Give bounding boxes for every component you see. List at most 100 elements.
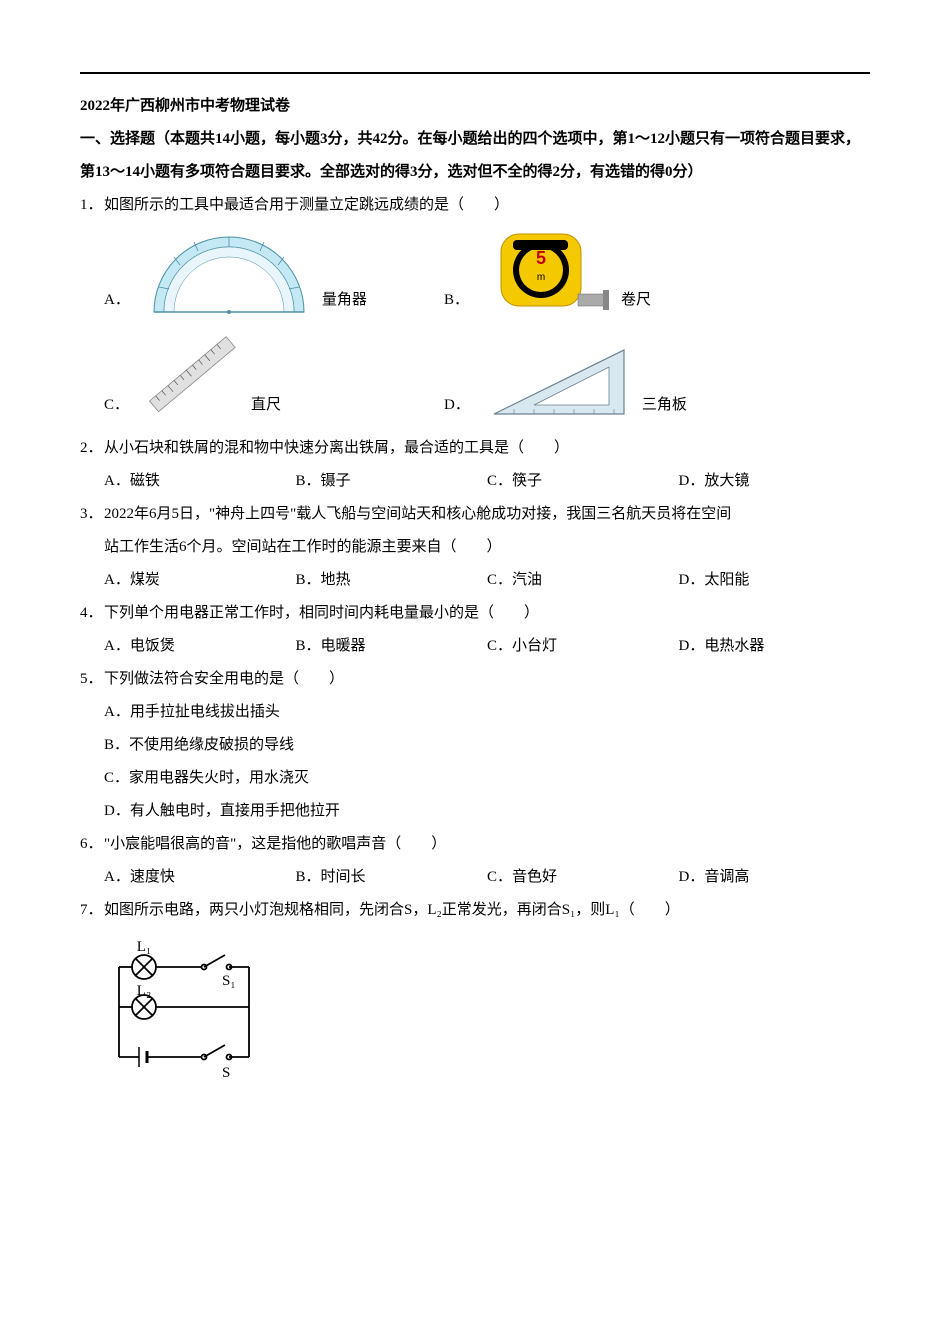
q5-b-label: B． (104, 737, 129, 753)
q1-option-c: C． (104, 327, 444, 422)
q3-text-line2: 站工作生活6个月。空间站在工作时的能源主要来自（ ） (104, 531, 870, 564)
q2-text: 从小石块和铁屑的混和物中快速分离出铁屑，最合适的工具是（ ） (104, 432, 870, 465)
q4-option-c: C．小台灯 (487, 630, 679, 663)
set-square-icon (484, 342, 634, 422)
q4-number: 4． (80, 597, 104, 630)
label-l2: L₂ (137, 983, 151, 999)
q5-b-text: 不使用绝缘皮破损的导线 (129, 737, 294, 753)
q6-a-text: 速度快 (130, 861, 175, 894)
q1-option-a: A． 量角器 (104, 222, 444, 317)
q6-option-a: A．速度快 (104, 861, 296, 894)
q3-c-label: C． (487, 564, 512, 597)
circuit-diagram-icon: L₁ L₂ S₁ S (104, 937, 870, 1100)
q7-text: 如图所示电路，两只小灯泡规格相同，先闭合S，L₂正常发光，再闭合S₁，则L₁（ … (104, 894, 870, 927)
q2-option-b: B．镊子 (296, 465, 488, 498)
q4-options: A．电饭煲 B．电暖器 C．小台灯 D．电热水器 (104, 630, 870, 663)
q4-b-text: 电暖器 (321, 630, 366, 663)
q4-d-label: D． (679, 630, 705, 663)
q2-d-text: 放大镜 (704, 465, 749, 498)
q6-d-text: 音调高 (704, 861, 749, 894)
q3-option-d: D．太阳能 (679, 564, 871, 597)
q1-d-name: 三角板 (642, 389, 687, 422)
question-6: 6． "小宸能唱很高的音"，这是指他的歌唱声音（ ） (80, 828, 870, 861)
q3-d-text: 太阳能 (704, 564, 749, 597)
q3-a-label: A． (104, 564, 130, 597)
q7-number: 7． (80, 894, 104, 927)
q6-option-d: D．音调高 (679, 861, 871, 894)
q4-option-b: B．电暖器 (296, 630, 488, 663)
q6-option-b: B．时间长 (296, 861, 488, 894)
q4-option-a: A．电饭煲 (104, 630, 296, 663)
q2-a-text: 磁铁 (130, 465, 160, 498)
q6-c-label: C． (487, 861, 512, 894)
question-7: 7． 如图所示电路，两只小灯泡规格相同，先闭合S，L₂正常发光，再闭合S₁，则L… (80, 894, 870, 927)
ruler-icon (143, 327, 243, 422)
q2-options: A．磁铁 B．镊子 C．筷子 D．放大镜 (104, 465, 870, 498)
q1-d-label: D． (444, 389, 470, 422)
q3-c-text: 汽油 (512, 564, 542, 597)
q1-option-d: D． 三角板 (444, 327, 784, 422)
q3-a-text: 煤炭 (130, 564, 160, 597)
question-3: 3． 2022年6月5日，"神舟上四号"载人飞船与空间站天和核心舱成功对接，我国… (80, 498, 870, 531)
q5-option-d: D．有人触电时，直接用手把他拉开 (104, 795, 870, 828)
q6-c-text: 音色好 (512, 861, 557, 894)
q1-c-label: C． (104, 389, 129, 422)
q1-text: 如图所示的工具中最适合用于测量立定跳远成绩的是（ ） (104, 189, 870, 222)
q3-b-label: B． (296, 564, 321, 597)
q6-option-c: C．音色好 (487, 861, 679, 894)
q6-b-label: B． (296, 861, 321, 894)
top-rule (80, 72, 870, 74)
q2-option-c: C．筷子 (487, 465, 679, 498)
label-s: S (222, 1065, 230, 1081)
q2-a-label: A． (104, 465, 130, 498)
tape-measure-icon: 5 m (483, 222, 613, 317)
protractor-icon (144, 227, 314, 317)
q3-options: A．煤炭 B．地热 C．汽油 D．太阳能 (104, 564, 870, 597)
q1-option-b: B． 5 m 卷尺 (444, 222, 784, 317)
q5-d-text: 有人触电时，直接用手把他拉开 (130, 803, 340, 819)
q4-option-d: D．电热水器 (679, 630, 871, 663)
q4-a-label: A． (104, 630, 130, 663)
label-l1: L₁ (137, 939, 151, 955)
q6-b-text: 时间长 (321, 861, 366, 894)
q1-options: A． 量角器 B． (104, 222, 870, 432)
q4-c-text: 小台灯 (512, 630, 557, 663)
q6-number: 6． (80, 828, 104, 861)
q5-options: A．用手拉扯电线拔出插头 B．不使用绝缘皮破损的导线 C．家用电器失火时，用水浇… (104, 696, 870, 828)
q5-option-a: A．用手拉扯电线拔出插头 (104, 696, 870, 729)
q3-b-text: 地热 (321, 564, 351, 597)
q3-option-c: C．汽油 (487, 564, 679, 597)
q2-b-label: B． (296, 465, 321, 498)
q1-c-name: 直尺 (251, 389, 281, 422)
question-5: 5． 下列做法符合安全用电的是（ ） (80, 663, 870, 696)
q2-option-a: A．磁铁 (104, 465, 296, 498)
label-s1: S₁ (222, 973, 236, 989)
q3-option-b: B．地热 (296, 564, 488, 597)
svg-text:m: m (537, 272, 545, 283)
q2-option-d: D．放大镜 (679, 465, 871, 498)
q1-number: 1． (80, 189, 104, 222)
q5-c-label: C． (104, 770, 129, 786)
q2-d-label: D． (679, 465, 705, 498)
q5-option-c: C．家用电器失火时，用水浇灭 (104, 762, 870, 795)
q5-text: 下列做法符合安全用电的是（ ） (104, 663, 870, 696)
q3-option-a: A．煤炭 (104, 564, 296, 597)
q1-b-name: 卷尺 (621, 284, 651, 317)
q5-c-text: 家用电器失火时，用水浇灭 (129, 770, 309, 786)
q6-text: "小宸能唱很高的音"，这是指他的歌唱声音（ ） (104, 828, 870, 861)
q5-a-text: 用手拉扯电线拔出插头 (130, 704, 280, 720)
q6-options: A．速度快 B．时间长 C．音色好 D．音调高 (104, 861, 870, 894)
q4-a-text: 电饭煲 (130, 630, 175, 663)
question-1: 1． 如图所示的工具中最适合用于测量立定跳远成绩的是（ ） (80, 189, 870, 222)
q4-d-text: 电热水器 (704, 630, 764, 663)
question-4: 4． 下列单个用电器正常工作时，相同时间内耗电量最小的是（ ） (80, 597, 870, 630)
q3-d-label: D． (679, 564, 705, 597)
q2-c-label: C． (487, 465, 512, 498)
q2-c-text: 筷子 (512, 465, 542, 498)
q3-text-line1: 2022年6月5日，"神舟上四号"载人飞船与空间站天和核心舱成功对接，我国三名航… (104, 498, 870, 531)
svg-text:5: 5 (536, 248, 546, 268)
q5-number: 5． (80, 663, 104, 696)
q4-c-label: C． (487, 630, 512, 663)
q4-b-label: B． (296, 630, 321, 663)
exam-title: 2022年广西柳州市中考物理试卷 (80, 90, 870, 123)
